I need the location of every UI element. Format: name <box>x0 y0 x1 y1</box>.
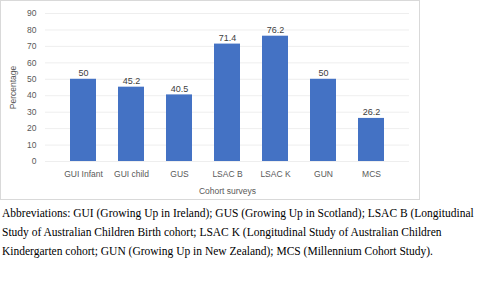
svg-text:20: 20 <box>27 123 37 133</box>
svg-text:10: 10 <box>27 140 37 150</box>
html-text:Abbreviations: GUI (Growing Up: Abbreviations: GUI (Growing Up in Irelan… <box>2 207 474 257</box>
svg-text:60: 60 <box>27 58 37 68</box>
svg-text:40.5: 40.5 <box>171 84 189 94</box>
svg-text:LSAC K: LSAC K <box>260 169 291 179</box>
svg-text:LSAC B: LSAC B <box>212 169 243 179</box>
svg-text:71.4: 71.4 <box>219 33 237 43</box>
svg-text:GUI child: GUI child <box>114 169 149 179</box>
svg-text:30: 30 <box>27 107 37 117</box>
svg-text:40: 40 <box>27 90 37 100</box>
svg-text:50: 50 <box>318 68 328 78</box>
svg-text:70: 70 <box>27 41 37 51</box>
svg-text:GUI Infant: GUI Infant <box>64 169 103 179</box>
svg-text:Percentage: Percentage <box>8 65 18 109</box>
svg-text:90: 90 <box>27 8 37 18</box>
svg-text:50: 50 <box>78 68 88 78</box>
svg-text:45.2: 45.2 <box>123 76 141 86</box>
svg-text:80: 80 <box>27 25 37 35</box>
svg-text:GUS: GUS <box>170 169 189 179</box>
svg-text:50: 50 <box>27 74 37 84</box>
svg-text:Cohort surveys: Cohort surveys <box>199 186 256 196</box>
svg-text:GUN: GUN <box>314 169 333 179</box>
svg-text:MCS: MCS <box>362 169 381 179</box>
svg-text:76.2: 76.2 <box>267 25 285 35</box>
svg-text:26.2: 26.2 <box>363 107 381 117</box>
svg-text:0: 0 <box>32 156 37 166</box>
